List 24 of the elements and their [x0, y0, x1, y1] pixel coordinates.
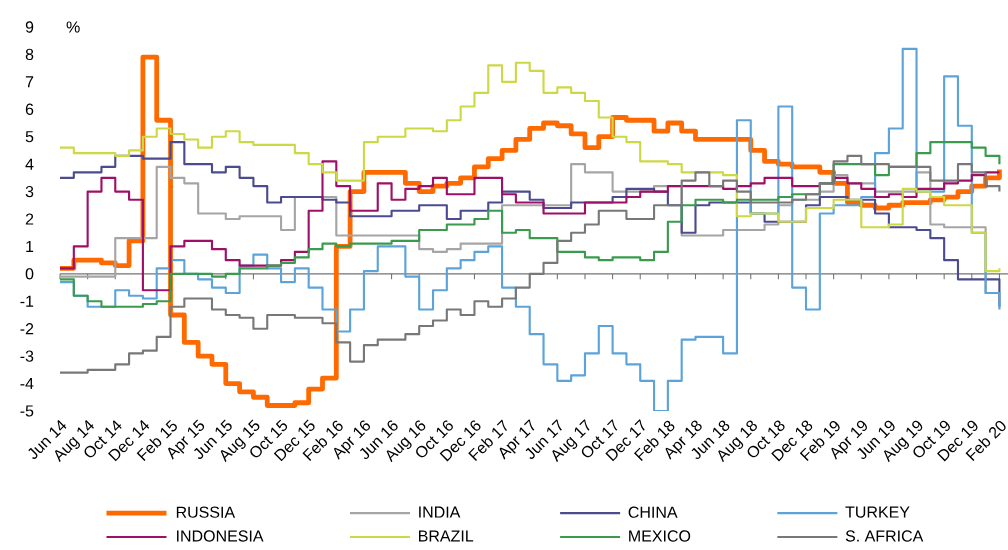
- y-tick-label: -5: [20, 405, 34, 417]
- y-tick-label: -4: [20, 378, 34, 390]
- y-tick-label: 0: [25, 268, 34, 280]
- y-tick-label: 8: [25, 48, 34, 61]
- y-tick-label: 3: [25, 185, 34, 198]
- y-axis-title: %: [66, 21, 80, 33]
- y-tick-label: 1: [26, 240, 34, 252]
- y-tick-label: 2: [25, 213, 34, 225]
- legend-label: INDIA: [419, 506, 461, 518]
- y-tick-label: 7: [25, 76, 34, 88]
- y-tick-label: 5: [25, 131, 34, 143]
- legend-label: INDONESIA: [177, 530, 264, 542]
- legend-label: TURKEY: [845, 506, 910, 518]
- y-tick-label: -3: [20, 350, 34, 362]
- legend-label: BRAZIL: [419, 530, 474, 542]
- y-tick-label: -2: [20, 323, 34, 335]
- y-tick-label: -1: [20, 295, 34, 307]
- y-tick-label: 6: [25, 103, 34, 115]
- legend-label: RUSSIA: [176, 506, 236, 518]
- legend-label: CHINA: [628, 506, 678, 518]
- y-tick-label: 4: [25, 158, 34, 170]
- legend-label: MEXICO: [629, 530, 691, 542]
- y-tick-label: 9: [25, 21, 34, 33]
- legend-label: S. AFRICA: [845, 530, 924, 542]
